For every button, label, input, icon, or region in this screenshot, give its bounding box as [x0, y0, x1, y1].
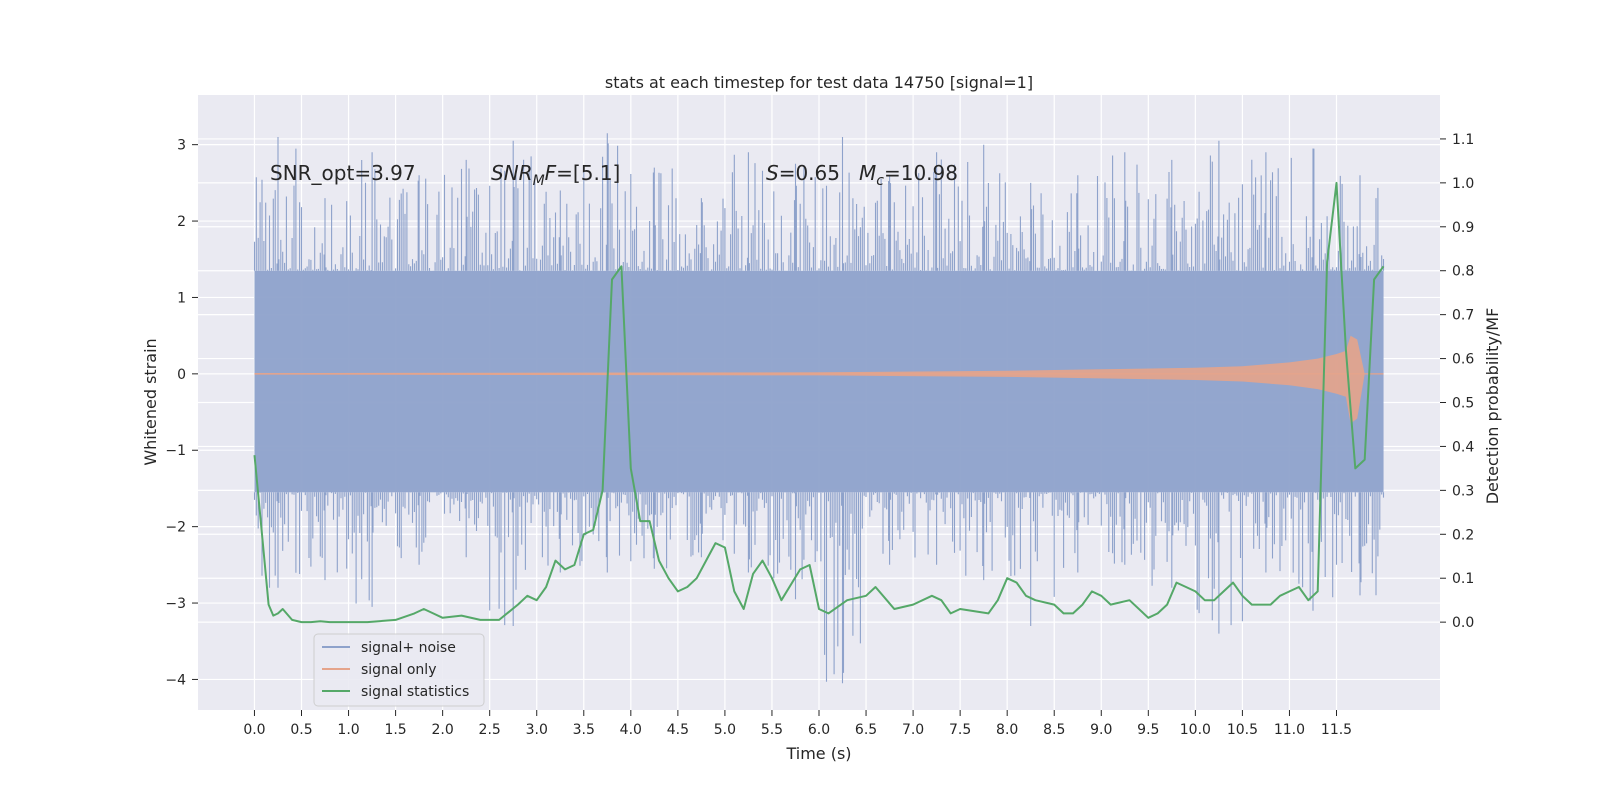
y-tick-label: 3 [177, 138, 186, 154]
legend-box [313, 633, 485, 707]
y-tick-label: −4 [165, 672, 186, 688]
x-tick-label: 6.0 [808, 722, 830, 738]
noise-spikes-upper [253, 133, 1385, 271]
right-y-tick-label: 0.5 [1452, 396, 1474, 412]
annotation-part: =10.98 [884, 161, 958, 185]
y-axis-label: Whitened strain [141, 338, 160, 465]
x-tick-label: 10.0 [1180, 722, 1211, 738]
x-tick-label: 7.5 [949, 722, 971, 738]
x-tick-label: 2.5 [479, 722, 501, 738]
right-y-axis-label: Detection probability/MF [1483, 308, 1502, 505]
right-y-tick-label: 0.8 [1452, 264, 1474, 280]
y-tick-label: −1 [165, 443, 186, 459]
right-y-tick-label: 0.0 [1452, 615, 1474, 631]
x-tick-label: 4.0 [620, 722, 642, 738]
series-signal-statistics [253, 181, 1385, 624]
y-tick-label: 1 [177, 290, 186, 306]
series-signal-plus-noise [253, 133, 1385, 684]
annotation: SNR_opt=3.97 [270, 161, 416, 185]
x-tick-label: 9.5 [1137, 722, 1159, 738]
legend-label: signal+ noise [361, 640, 456, 656]
x-tick-label: 1.5 [384, 722, 406, 738]
annotation-part: M [533, 173, 545, 189]
annotation-part: SNR [491, 161, 533, 185]
x-tick-label: 11.0 [1274, 722, 1305, 738]
x-tick-label: 10.5 [1227, 722, 1258, 738]
y-tick-label: 2 [177, 214, 186, 230]
x-tick-label: 0.0 [243, 722, 265, 738]
annotation-part: S [766, 161, 779, 185]
right-y-tick-label: 0.4 [1452, 439, 1474, 455]
x-tick-label: 6.5 [855, 722, 877, 738]
chart-title: stats at each timestep for test data 147… [605, 73, 1033, 92]
annotation: Mc=10.98 [859, 161, 958, 189]
y-tick-label: 0 [177, 367, 186, 383]
annotation: S=0.65 [766, 161, 840, 185]
annotation-part: =[5.1] [556, 161, 620, 185]
legend: signal+ noise signal only signal statistic… [313, 633, 485, 707]
x-tick-label: 1.0 [337, 722, 359, 738]
annotation: SNRMF=[5.1] [491, 161, 620, 189]
right-y-tick-label: 0.6 [1452, 352, 1474, 368]
annotation-part: M [859, 161, 876, 185]
right-y-tick-label: 1.1 [1452, 132, 1474, 148]
x-tick-label: 5.5 [761, 722, 783, 738]
y-tick-label: −2 [165, 520, 186, 536]
x-tick-label: 3.0 [526, 722, 548, 738]
x-tick-label: 8.0 [996, 722, 1018, 738]
x-tick-label: 11.5 [1321, 722, 1352, 738]
x-tick-label: 5.0 [714, 722, 736, 738]
x-tick-label: 3.5 [573, 722, 595, 738]
right-y-tick-label: 0.1 [1452, 571, 1474, 587]
x-tick-label: 2.0 [432, 722, 454, 738]
y-tick-label: −3 [165, 596, 186, 612]
right-y-tick-label: 0.2 [1452, 527, 1474, 543]
noise-band [254, 270, 1384, 493]
x-tick-label: 0.5 [290, 722, 312, 738]
annotation-part: c [876, 173, 884, 189]
x-axis-label: Time (s) [785, 744, 851, 763]
left-y-axis: −4 −3 −2 −1 0 1 2 3 [165, 138, 198, 688]
annotations: SNR_opt=3.97 SNRMF=[5.1] S=0.65 Mc=10.98 [270, 161, 958, 189]
right-y-tick-label: 0.3 [1452, 483, 1474, 499]
annotation-part: SNR_opt=3.97 [270, 161, 416, 185]
right-y-tick-label: 1.0 [1452, 176, 1474, 192]
x-tick-label: 7.0 [902, 722, 924, 738]
annotation-part: F [545, 161, 557, 185]
series-signal-only [254, 335, 1384, 424]
right-y-tick-label: 0.9 [1452, 220, 1474, 236]
legend-label: signal only [361, 662, 436, 678]
x-tick-label: 8.5 [1043, 722, 1065, 738]
series-layer [253, 133, 1385, 684]
right-y-axis: 0.0 0.1 0.2 0.3 0.4 0.5 0.6 0.7 0.8 0.9 1.0 1.1 [1440, 132, 1474, 631]
annotation-part: =0.65 [779, 161, 840, 185]
x-tick-label: 9.0 [1090, 722, 1112, 738]
noise-spikes-lower [253, 492, 1385, 684]
x-tick-label: 4.5 [667, 722, 689, 738]
x-axis: 0.0 0.5 1.0 1.5 2.0 2.5 3.0 3.5 4.0 4.5 5.0 5.5 6.0 6… [243, 710, 1352, 738]
right-y-tick-label: 0.7 [1452, 308, 1474, 324]
legend-label: signal statistics [361, 684, 469, 700]
